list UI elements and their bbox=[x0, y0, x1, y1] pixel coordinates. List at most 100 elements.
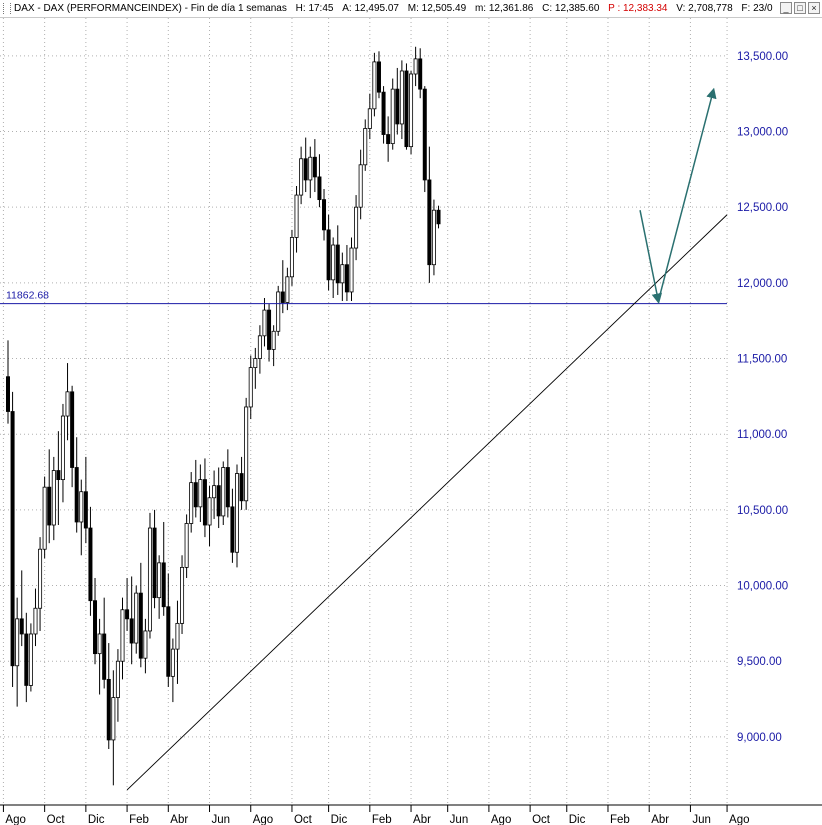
candle-body bbox=[294, 194, 299, 238]
x-tick-label: Abr bbox=[413, 814, 431, 825]
candle-body bbox=[33, 607, 38, 635]
x-tick-label: Jun bbox=[450, 814, 469, 825]
candle-body bbox=[193, 482, 198, 508]
x-tick-label: Abr bbox=[651, 814, 669, 825]
candle-body bbox=[239, 473, 244, 502]
candle-body bbox=[175, 622, 180, 650]
x-tick-label: Oct bbox=[294, 814, 313, 825]
chart-annotations: 11862.68 bbox=[0, 87, 728, 791]
candle-body bbox=[70, 391, 75, 468]
x-tick-label: Jun bbox=[692, 814, 711, 825]
candle-body bbox=[161, 562, 166, 608]
x-tick-label: Oct bbox=[47, 814, 66, 825]
minimize-button[interactable]: _ bbox=[780, 2, 792, 14]
candle-body bbox=[180, 566, 185, 624]
candle-body bbox=[47, 486, 52, 526]
a-label: A: bbox=[342, 3, 352, 14]
drag-handle-icon[interactable] bbox=[3, 3, 11, 14]
candle-body bbox=[65, 391, 70, 417]
candle-body bbox=[372, 61, 377, 110]
candle-body bbox=[262, 309, 267, 337]
restore-button[interactable]: □ bbox=[794, 2, 806, 14]
candle-body bbox=[285, 276, 290, 303]
candle-body bbox=[312, 156, 317, 178]
candle-body bbox=[212, 485, 217, 499]
y-tick-label: 10,500.00 bbox=[737, 505, 788, 517]
close-label: C: bbox=[542, 3, 553, 14]
candle-body bbox=[289, 237, 294, 278]
chart-title-bar: DAX - DAX (PERFORMANCEINDEX) - Fin de dí… bbox=[0, 0, 822, 18]
candle-body bbox=[409, 73, 414, 148]
x-tick-label: Abr bbox=[170, 814, 188, 825]
x-tick-label: Ago bbox=[729, 814, 749, 825]
candle-body bbox=[189, 482, 194, 524]
candle-body bbox=[147, 527, 152, 632]
h-value: 17:45 bbox=[308, 3, 334, 14]
candle-body bbox=[6, 376, 11, 412]
candle-body bbox=[170, 648, 175, 677]
period-label: Fin de día 1 semanas bbox=[190, 3, 287, 14]
y-tick-label: 13,500.00 bbox=[737, 51, 788, 63]
candle-body bbox=[83, 491, 88, 529]
close-value: 12,385.60 bbox=[554, 3, 600, 14]
candle-body bbox=[152, 527, 157, 599]
x-tick-label: Ago bbox=[253, 814, 273, 825]
candle-body bbox=[184, 523, 189, 568]
candle-body bbox=[102, 633, 107, 680]
close-button[interactable]: × bbox=[808, 2, 820, 14]
candle-body bbox=[418, 58, 423, 90]
candle-body bbox=[216, 485, 221, 517]
horizontal-gridlines bbox=[0, 55, 725, 738]
candle-body bbox=[24, 633, 29, 686]
symbol-label: DAX - DAX (PERFORMANCEINDEX) bbox=[14, 3, 182, 14]
y-axis: 9,000.00 9,500.00 10,000.00 10,500.00 11,000… bbox=[737, 51, 788, 744]
candle-body bbox=[74, 467, 79, 523]
candle-body bbox=[230, 506, 235, 553]
candle-body bbox=[198, 479, 203, 508]
candle-body bbox=[225, 467, 230, 508]
candle-body bbox=[202, 479, 207, 526]
candle-body bbox=[10, 411, 15, 667]
candle-body bbox=[395, 88, 400, 125]
candle-body bbox=[335, 244, 340, 284]
candle-body bbox=[129, 618, 134, 644]
candle-body bbox=[111, 697, 116, 741]
trendline bbox=[126, 214, 728, 791]
candle-body bbox=[120, 609, 125, 662]
candle-body bbox=[390, 88, 395, 145]
candle-body bbox=[15, 618, 20, 667]
x-tick-label: Dic bbox=[569, 814, 586, 825]
candle-body bbox=[166, 606, 171, 677]
a-value: 12,495.07 bbox=[354, 3, 399, 14]
price-value: 12,383.34 bbox=[623, 3, 668, 14]
candle-body bbox=[271, 330, 276, 350]
window-controls: _ □ × bbox=[780, 2, 820, 14]
candle-body bbox=[326, 229, 331, 281]
candle-body bbox=[88, 527, 93, 602]
candle-body bbox=[308, 156, 313, 181]
candle-body bbox=[125, 609, 130, 620]
candle-body bbox=[280, 291, 285, 303]
x-axis: Ago Oct Dic Feb Abr Jun Ago Oct Dic Feb Abr Jun Ago O… bbox=[2, 805, 750, 825]
x-tick-label: Ago bbox=[491, 814, 511, 825]
candle-body bbox=[138, 592, 143, 659]
candle-body bbox=[257, 335, 262, 359]
candle-body bbox=[248, 367, 253, 408]
candle-body bbox=[363, 128, 368, 166]
y-tick-label: 11,500.00 bbox=[737, 354, 787, 366]
price-chart: 11862.68 Ago Oct Dic Feb Abr Jun Ago Oct Dic Feb A… bbox=[0, 18, 822, 825]
candle-body bbox=[19, 618, 24, 635]
candle-body bbox=[157, 562, 162, 599]
candle-body bbox=[79, 491, 84, 523]
max-label: M: bbox=[407, 3, 419, 14]
min-value: 12,361.86 bbox=[488, 3, 534, 14]
candle-body bbox=[431, 209, 436, 266]
separator: - bbox=[184, 3, 188, 14]
candle-body bbox=[93, 600, 98, 655]
candle-body bbox=[276, 291, 281, 332]
candle-body bbox=[56, 470, 61, 481]
candle-body bbox=[115, 660, 120, 698]
candle-body bbox=[234, 473, 239, 553]
candle-body bbox=[267, 309, 272, 350]
candle-body bbox=[367, 108, 372, 129]
